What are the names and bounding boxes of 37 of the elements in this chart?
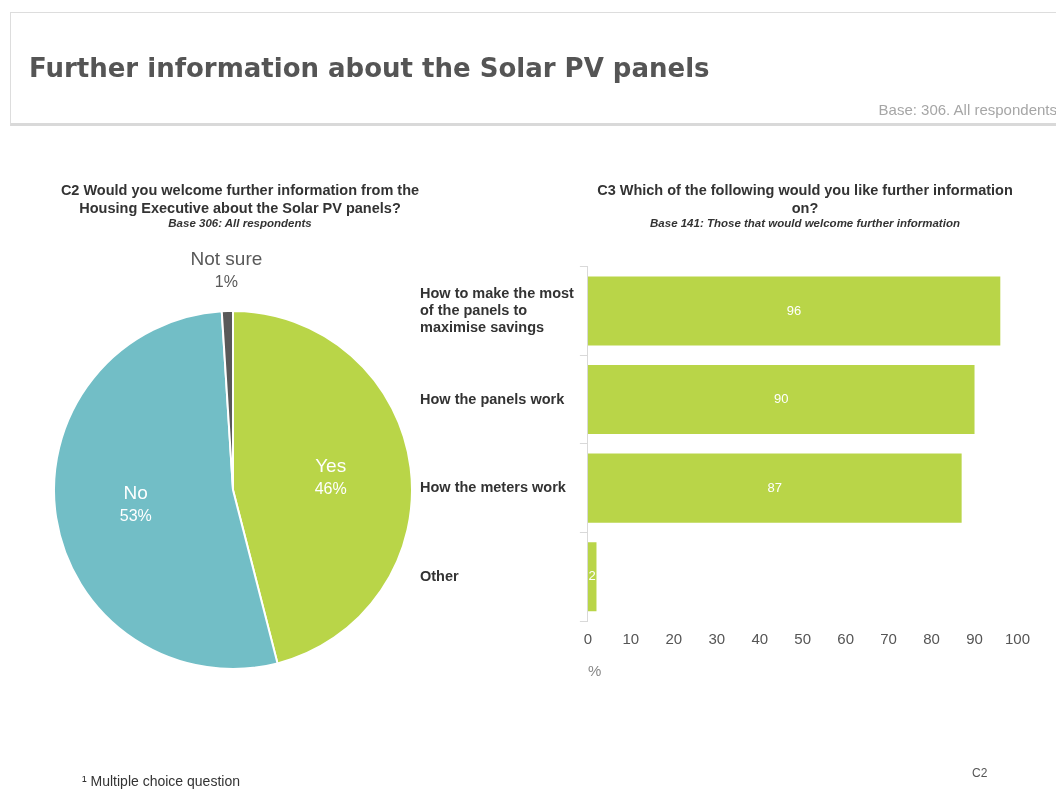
text: C2 [972, 766, 988, 780]
data-label: 46% [314, 479, 347, 497]
text: ¹ Multiple choice question [82, 773, 240, 789]
bar [587, 365, 975, 435]
x-tick-label: 60 [837, 630, 854, 648]
slice-label: No [123, 482, 148, 504]
chart-title: C3 Which of the following would you like further information on? [596, 181, 1014, 217]
y-tick-label: How the meters work [420, 479, 567, 496]
x-tick-label: 90 [966, 630, 983, 648]
data-label: 1% [214, 273, 238, 291]
x-tick-label: 50 [794, 630, 812, 648]
x-tick-label: 100 [1004, 630, 1030, 648]
chart-title: C2 Would you welcome further information from the Housing Executive about the Solar PV panels? [59, 181, 421, 217]
x-tick-label: 0 [583, 630, 593, 648]
chart-subtitle: Base 306: All respondents [167, 217, 313, 229]
x-axis-title: % [587, 662, 602, 680]
bar [587, 276, 1001, 346]
text: Further information about the Solar PV panels [29, 53, 710, 83]
data-label: 53% [119, 507, 152, 525]
chart-subtitle: Base 141: Those that would welcome further information [649, 217, 961, 229]
slice-label: Yes [315, 454, 347, 476]
x-tick-label: 70 [880, 630, 897, 648]
y-tick-label: Other [420, 567, 460, 584]
bar [587, 453, 962, 523]
data-label: 87 [767, 479, 782, 495]
data-label: 96 [786, 302, 802, 318]
x-tick-label: 10 [622, 630, 640, 648]
slice-label: Not sure [190, 248, 263, 270]
x-tick-label: 30 [708, 630, 726, 648]
x-tick-label: 40 [751, 630, 769, 648]
text: Base: 306. All respondents [878, 101, 1056, 118]
data-label: 90 [773, 391, 789, 407]
y-tick-label: How the panels work [420, 390, 566, 407]
x-tick-label: 20 [665, 630, 683, 648]
x-tick-label: 80 [923, 630, 940, 648]
data-label: 2 [588, 568, 596, 584]
y-tick-label: How to make the most of the panels to maximise savings [420, 284, 575, 336]
